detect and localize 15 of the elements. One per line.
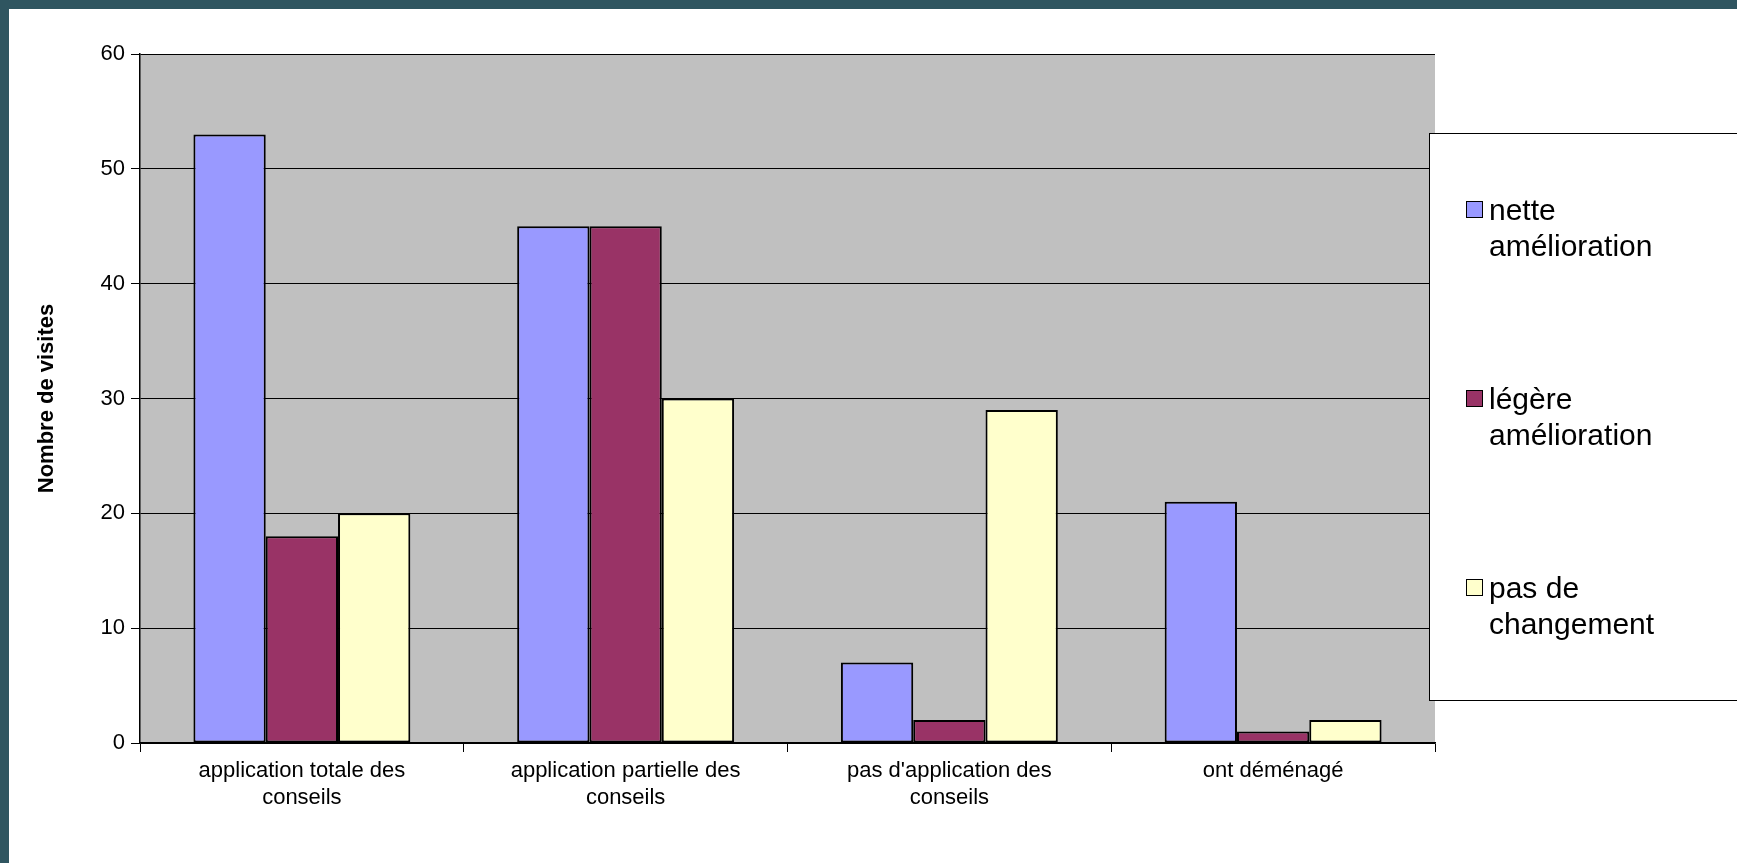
y-tick-label: 10 — [100, 614, 125, 640]
legend-label: légère amélioration — [1489, 381, 1654, 453]
legend-label: nette amélioration — [1489, 192, 1654, 265]
y-tick-label: 50 — [100, 154, 125, 180]
y-axis-title: Nombre de visites — [33, 303, 59, 494]
y-tick-label: 40 — [100, 269, 125, 295]
y-tick-label: 30 — [100, 384, 125, 410]
y-tick-label: 20 — [100, 499, 125, 525]
x-tick-label: ont déménagé — [1202, 757, 1344, 783]
legend-label: pas de changement — [1489, 569, 1656, 642]
y-tick-label: 60 — [100, 40, 125, 66]
x-tick-label: pas d'application des conseils — [846, 757, 1052, 809]
x-tick-label: application partielle des conseils — [510, 757, 741, 809]
x-tick-label: application totale des conseils — [198, 757, 406, 809]
y-tick-label: 0 — [112, 729, 125, 755]
